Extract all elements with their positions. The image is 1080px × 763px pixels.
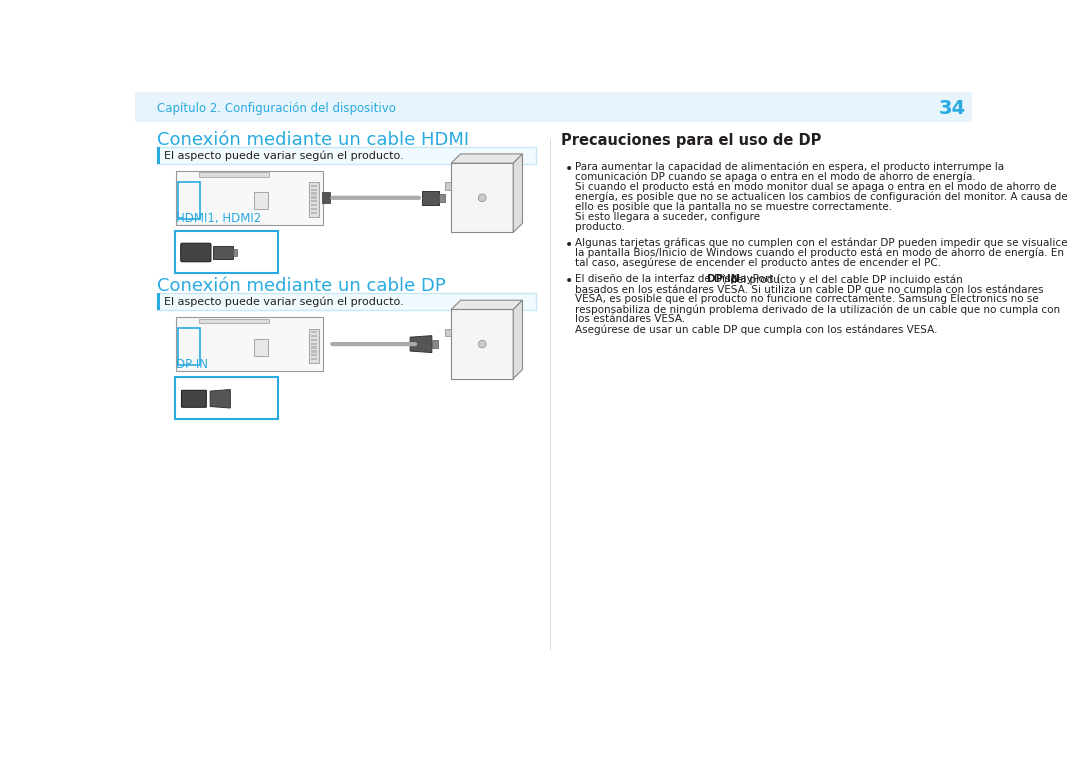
Bar xyxy=(322,192,329,203)
Text: los estándares VESA.: los estándares VESA. xyxy=(576,314,686,324)
Bar xyxy=(311,208,318,210)
FancyBboxPatch shape xyxy=(157,293,537,311)
Text: Capítulo 2. Configuración del dispositivo: Capítulo 2. Configuración del dispositiv… xyxy=(157,102,395,115)
FancyBboxPatch shape xyxy=(180,243,211,262)
Bar xyxy=(178,328,200,365)
Bar xyxy=(311,331,318,333)
Bar xyxy=(422,191,438,204)
Text: producto.: producto. xyxy=(576,222,625,232)
Bar xyxy=(178,182,200,219)
Bar xyxy=(157,293,160,311)
Text: 34: 34 xyxy=(940,99,967,118)
Text: El aspecto puede variar según el producto.: El aspecto puede variar según el product… xyxy=(164,297,404,307)
Bar xyxy=(311,354,318,356)
Text: basados en los estándares VESA. Si utiliza un cable DP que no cumpla con los est: basados en los estándares VESA. Si utili… xyxy=(576,284,1043,295)
Text: Algunas tarjetas gráficas que no cumplen con el estándar DP pueden impedir que s: Algunas tarjetas gráficas que no cumplen… xyxy=(576,238,1068,249)
FancyBboxPatch shape xyxy=(175,231,279,272)
Bar xyxy=(200,319,269,324)
Text: •: • xyxy=(565,238,573,252)
Text: VESA, es posible que el producto no funcione correctamente. Samsung Electronics : VESA, es posible que el producto no func… xyxy=(576,294,1039,304)
Text: DP IN: DP IN xyxy=(176,358,208,371)
Text: Precauciones para el uso de DP: Precauciones para el uso de DP xyxy=(562,133,822,147)
Bar xyxy=(451,310,513,378)
Circle shape xyxy=(478,194,486,201)
Text: Asegúrese de usar un cable DP que cumpla con los estándares VESA.: Asegúrese de usar un cable DP que cumpla… xyxy=(576,324,937,335)
Bar xyxy=(438,194,445,201)
FancyBboxPatch shape xyxy=(175,377,279,419)
Bar xyxy=(311,185,318,187)
Text: El aspecto puede variar según el producto.: El aspecto puede variar según el product… xyxy=(164,150,404,161)
FancyBboxPatch shape xyxy=(157,147,537,164)
Polygon shape xyxy=(513,300,523,378)
Polygon shape xyxy=(451,154,523,163)
Bar xyxy=(200,172,269,177)
Text: responsabiliza de ningún problema derivado de la utilización de un cable que no : responsabiliza de ningún problema deriva… xyxy=(576,304,1061,314)
Text: ) del producto y el del cable DP incluido están: ) del producto y el del cable DP incluid… xyxy=(724,274,963,285)
Bar xyxy=(311,346,318,349)
Bar xyxy=(254,339,268,356)
Bar xyxy=(445,182,451,190)
Text: Conexión mediante un cable HDMI: Conexión mediante un cable HDMI xyxy=(157,131,469,149)
Polygon shape xyxy=(211,390,230,408)
Bar xyxy=(311,188,318,191)
Bar xyxy=(311,211,318,214)
Bar xyxy=(311,343,318,345)
Bar xyxy=(451,163,513,233)
Bar xyxy=(311,200,318,202)
Text: energía, es posible que no se actualicen los cambios de configuración del monito: energía, es posible que no se actualicen… xyxy=(576,192,1068,202)
Bar xyxy=(311,335,318,337)
Polygon shape xyxy=(410,336,432,353)
Bar xyxy=(311,339,318,341)
Bar xyxy=(232,249,238,256)
Circle shape xyxy=(478,340,486,348)
Bar xyxy=(309,329,319,363)
Bar xyxy=(445,329,451,336)
Bar xyxy=(176,317,323,371)
Bar xyxy=(432,340,438,348)
Bar xyxy=(311,350,318,353)
Bar xyxy=(157,147,160,164)
FancyBboxPatch shape xyxy=(135,92,972,122)
Polygon shape xyxy=(451,300,523,310)
Text: DP IN: DP IN xyxy=(707,274,740,284)
Bar xyxy=(311,196,318,198)
Text: la pantalla Bios/Inicio de Windows cuando el producto está en modo de ahorro de : la pantalla Bios/Inicio de Windows cuand… xyxy=(576,248,1064,259)
Text: •: • xyxy=(565,162,573,175)
Polygon shape xyxy=(513,154,523,233)
Bar xyxy=(311,358,318,360)
FancyBboxPatch shape xyxy=(181,391,206,407)
Text: Si cuando el producto está en modo monitor dual se apaga o entra en el modo de a: Si cuando el producto está en modo monit… xyxy=(576,182,1056,192)
Text: Si esto llegara a suceder, configure: Si esto llegara a suceder, configure xyxy=(576,211,764,222)
Text: comunicación DP cuando se apaga o entra en el modo de ahorro de energía.: comunicación DP cuando se apaga o entra … xyxy=(576,172,976,182)
Text: tal caso, asegúrese de encender el producto antes de encender el PC.: tal caso, asegúrese de encender el produ… xyxy=(576,258,942,269)
Text: El diseño de la interfaz de DisplayPort (: El diseño de la interfaz de DisplayPort … xyxy=(576,274,781,284)
Bar xyxy=(311,192,318,195)
Text: HDMI1, HDMI2: HDMI1, HDMI2 xyxy=(176,212,261,225)
Text: Conexión mediante un cable DP: Conexión mediante un cable DP xyxy=(157,278,445,295)
Text: •: • xyxy=(565,274,573,288)
Text: ello es posible que la pantalla no se muestre correctamente.: ello es posible que la pantalla no se mu… xyxy=(576,201,892,211)
Bar xyxy=(213,246,232,259)
Bar xyxy=(311,204,318,206)
Text: Para aumentar la capacidad de alimentación en espera, el producto interrumpe la: Para aumentar la capacidad de alimentaci… xyxy=(576,162,1004,172)
Bar xyxy=(176,171,323,225)
Bar xyxy=(309,182,319,217)
Bar xyxy=(254,192,268,209)
